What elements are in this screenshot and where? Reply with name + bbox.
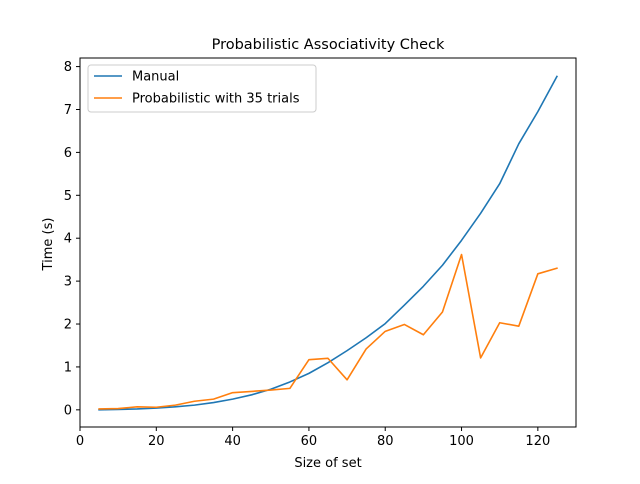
y-tick-label-7: 7 — [64, 103, 72, 118]
x-tick-label-3: 60 — [301, 434, 318, 449]
y-tick-label-0: 0 — [64, 403, 72, 418]
series-line-0 — [98, 75, 559, 411]
y-tick-label-8: 8 — [64, 60, 72, 75]
x-tick-label-4: 80 — [377, 434, 394, 449]
y-axis-label: Time (s) — [41, 218, 56, 272]
legend-label-1: Probabilistic with 35 trials — [132, 92, 300, 107]
x-tick-label-0: 0 — [76, 434, 84, 449]
y-tick-label-1: 1 — [64, 360, 72, 375]
y-tick-label-4: 4 — [64, 232, 72, 247]
x-axis-label: Size of set — [294, 456, 361, 471]
y-tick-label-5: 5 — [64, 189, 72, 204]
x-tick-label-5: 100 — [449, 434, 474, 449]
legend-label-0: Manual — [132, 70, 179, 85]
y-tick-label-3: 3 — [64, 275, 72, 290]
series-line-1 — [98, 253, 558, 410]
x-tick-label-2: 40 — [224, 434, 241, 449]
x-tick-label-1: 20 — [148, 434, 165, 449]
y-tick-label-6: 6 — [64, 146, 72, 161]
chart-title: Probabilistic Associativity Check — [212, 37, 445, 53]
x-tick-label-6: 120 — [525, 434, 550, 449]
legend-box — [87, 64, 317, 113]
y-tick-label-2: 2 — [64, 318, 72, 333]
plot-frame — [79, 57, 577, 428]
